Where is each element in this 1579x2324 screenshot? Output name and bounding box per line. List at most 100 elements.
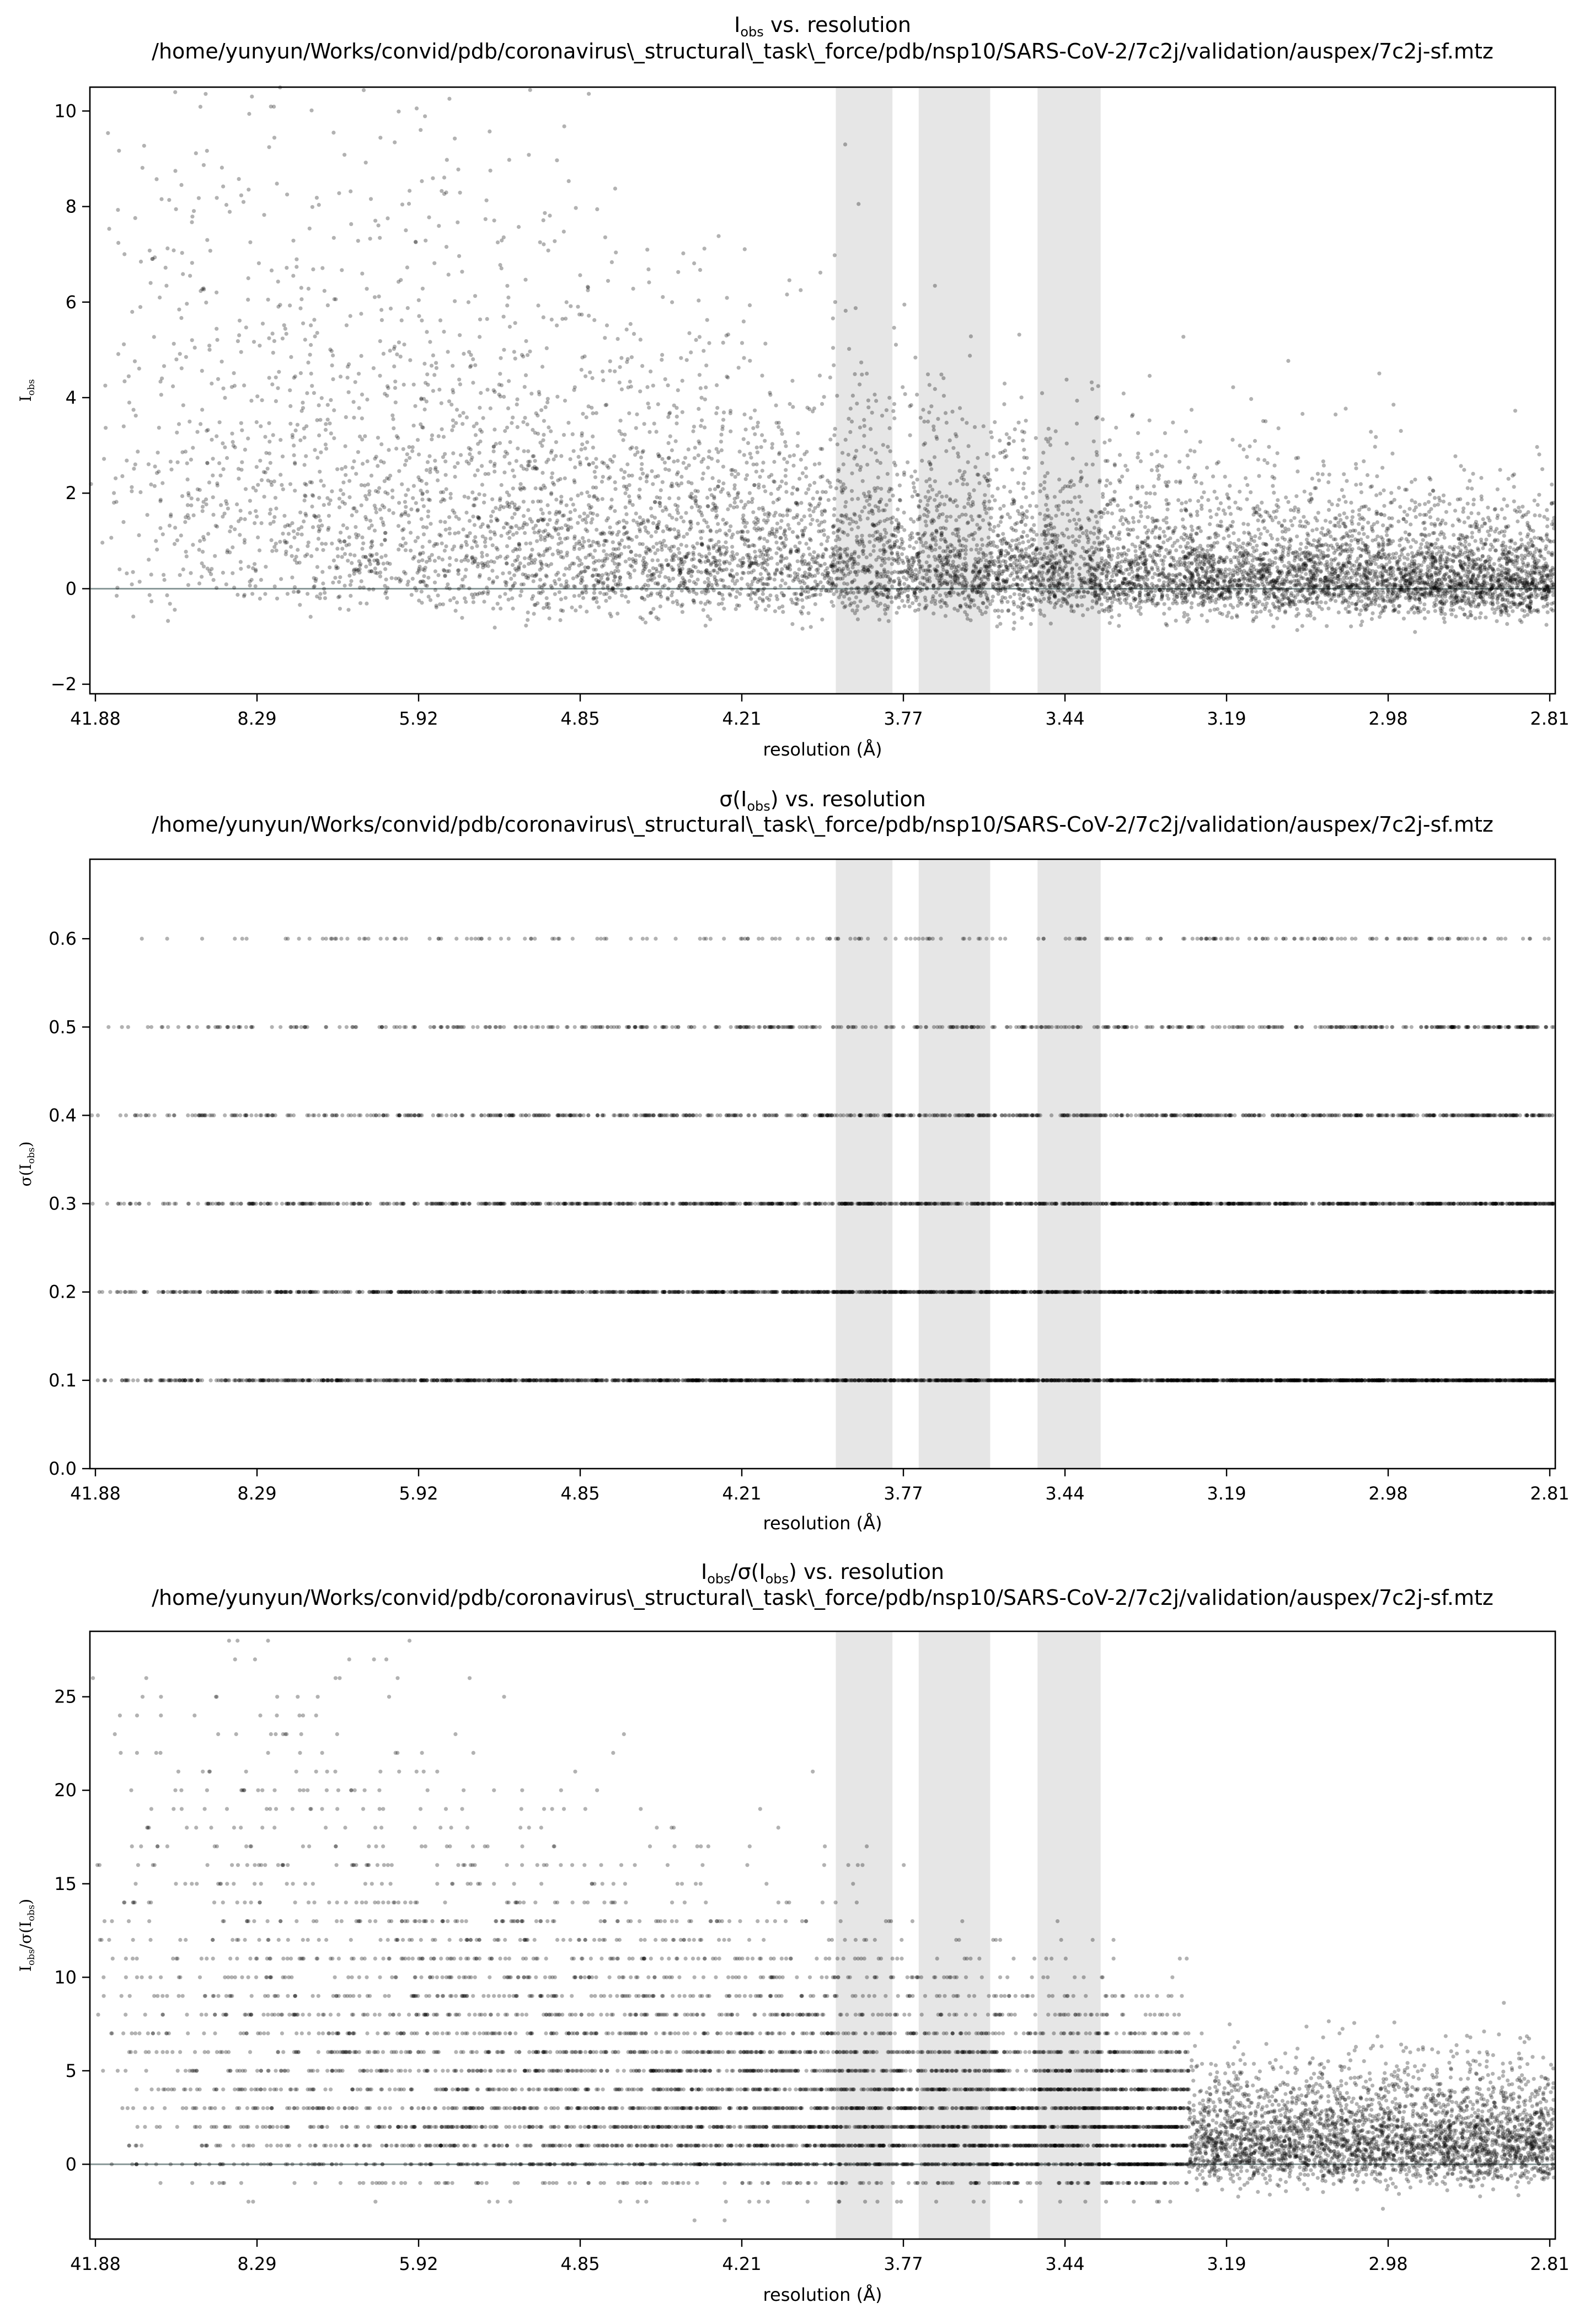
- data-point: [842, 531, 847, 535]
- data-point: [1010, 467, 1015, 472]
- data-point: [433, 458, 437, 463]
- ice-ring-band-3: [1037, 87, 1101, 694]
- data-point: [200, 561, 204, 566]
- data-point: [1253, 589, 1258, 593]
- data-point: [800, 471, 805, 475]
- data-point: [1461, 510, 1465, 514]
- data-point: [1240, 597, 1244, 601]
- data-point: [1030, 515, 1035, 520]
- data-point: [1359, 505, 1364, 510]
- data-point: [521, 514, 526, 518]
- data-point: [1345, 479, 1349, 483]
- data-point: [882, 556, 887, 561]
- data-point: [471, 515, 475, 519]
- data-point: [237, 333, 242, 338]
- data-point: [1157, 476, 1161, 481]
- data-point: [282, 323, 286, 328]
- data-point: [453, 136, 457, 141]
- data-point: [544, 574, 549, 579]
- data-point: [1500, 552, 1505, 556]
- data-point: [371, 366, 376, 371]
- data-point: [122, 379, 127, 384]
- data-point: [1178, 544, 1182, 549]
- data-point: [748, 358, 752, 363]
- data-point: [544, 460, 549, 464]
- data-point: [671, 576, 676, 581]
- data-point: [409, 507, 414, 512]
- data-point: [1146, 535, 1150, 539]
- data-point: [1261, 520, 1265, 524]
- data-point: [606, 279, 611, 283]
- data-point: [1452, 572, 1456, 576]
- data-point: [806, 611, 811, 615]
- data-point: [466, 300, 471, 304]
- data-point: [892, 543, 897, 548]
- data-point: [361, 585, 366, 590]
- data-point: [287, 523, 292, 528]
- data-point: [239, 468, 244, 472]
- data-point: [711, 569, 715, 573]
- data-point: [721, 481, 726, 486]
- data-point: [1063, 548, 1068, 553]
- data-point: [1403, 583, 1407, 588]
- data-point: [1177, 587, 1182, 592]
- data-point: [165, 593, 169, 597]
- data-point: [1535, 445, 1539, 449]
- data-point: [878, 548, 882, 553]
- data-point: [563, 398, 568, 403]
- data-point: [1010, 538, 1015, 543]
- data-point: [471, 357, 475, 362]
- data-point: [1312, 617, 1316, 621]
- data-point: [420, 179, 424, 184]
- data-point: [475, 468, 480, 473]
- data-point: [331, 130, 336, 135]
- data-point: [1146, 515, 1150, 520]
- data-point: [526, 611, 530, 615]
- data-point: [673, 439, 678, 443]
- data-point: [1396, 610, 1401, 614]
- data-point: [267, 451, 272, 456]
- data-point: [765, 539, 769, 544]
- data-point: [317, 202, 321, 207]
- data-point: [662, 460, 667, 465]
- data-point: [705, 599, 710, 604]
- data-point: [891, 409, 896, 414]
- data-point: [344, 473, 348, 477]
- data-point: [548, 213, 552, 218]
- data-point: [1359, 554, 1363, 558]
- data-point: [858, 599, 863, 603]
- data-point: [1137, 575, 1142, 579]
- data-point: [1347, 588, 1352, 593]
- data-point: [502, 394, 506, 399]
- data-point: [175, 430, 179, 435]
- data-point: [853, 454, 858, 459]
- data-point: [1323, 576, 1328, 580]
- data-point: [291, 238, 296, 243]
- data-point: [781, 593, 785, 598]
- data-point: [1171, 556, 1175, 560]
- data-point: [955, 576, 960, 580]
- data-point: [868, 564, 873, 568]
- data-point: [1466, 516, 1470, 520]
- data-point: [1094, 514, 1098, 519]
- data-point: [864, 587, 869, 591]
- data-point: [850, 497, 854, 501]
- data-point: [849, 527, 854, 532]
- data-point: [1044, 437, 1048, 441]
- data-point: [207, 480, 211, 485]
- data-point: [323, 596, 328, 601]
- data-point: [1115, 573, 1119, 577]
- data-point: [360, 547, 365, 551]
- data-point: [317, 496, 322, 500]
- data-point: [615, 612, 620, 616]
- data-point: [522, 564, 527, 569]
- data-point: [1079, 469, 1083, 474]
- data-point: [447, 527, 452, 531]
- data-point: [956, 608, 960, 613]
- data-point: [956, 591, 960, 596]
- data-point: [336, 554, 340, 559]
- data-point: [480, 464, 484, 468]
- data-point: [1459, 464, 1463, 468]
- data-point: [804, 466, 808, 470]
- data-point: [619, 468, 624, 472]
